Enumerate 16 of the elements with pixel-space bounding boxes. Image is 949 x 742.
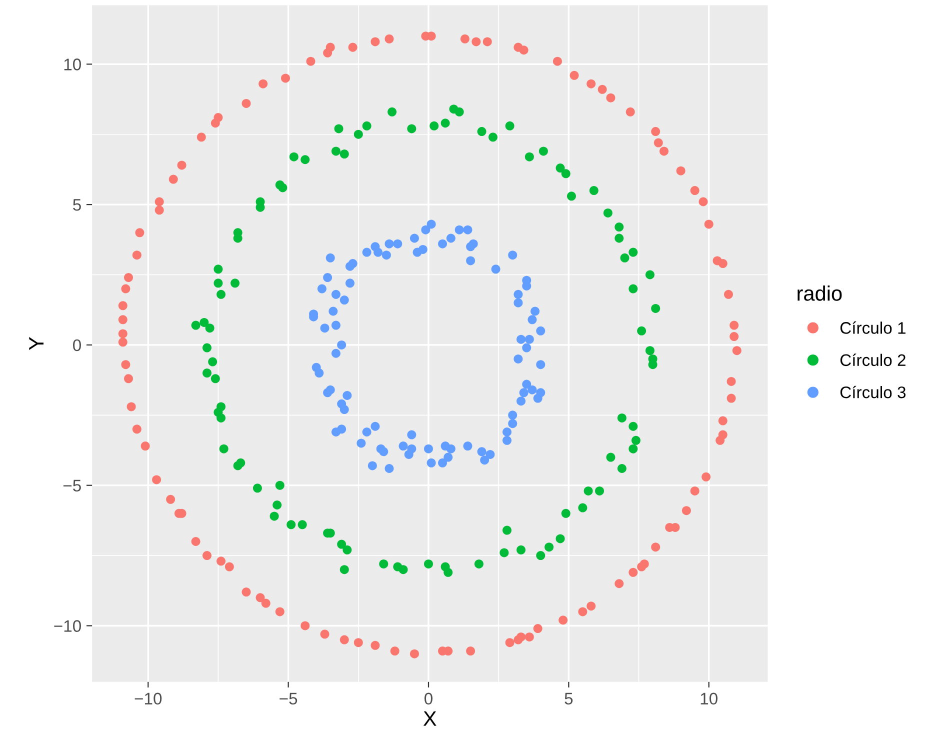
x-axis-title: X (423, 711, 436, 726)
y-tick-label: −5 (63, 480, 81, 492)
y-tick-label: 5 (73, 199, 81, 211)
legend-title: radio (798, 286, 842, 301)
x-tick-label: 5 (564, 692, 573, 705)
y-tick-label: −10 (54, 620, 81, 632)
x-tick-label: 10 (700, 692, 718, 705)
y-tick-label: 0 (73, 339, 81, 352)
legend-label: Círculo 3 (840, 386, 906, 398)
x-tick-label: −10 (134, 692, 162, 705)
x-tick-label: −5 (280, 692, 298, 705)
y-tick-label: 10 (64, 58, 81, 70)
x-tick-label: 0 (424, 692, 432, 705)
legend-label: Círculo 1 (840, 321, 906, 334)
legend-label: Círculo 2 (840, 354, 906, 366)
y-axis-title: Y (29, 337, 44, 350)
